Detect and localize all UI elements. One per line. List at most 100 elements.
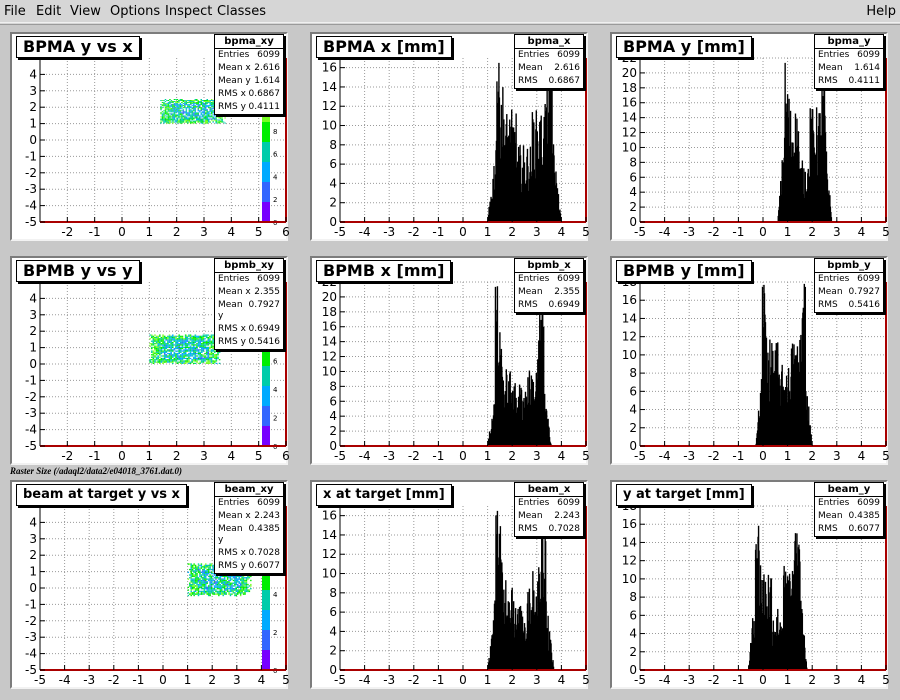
y-tick-label: -2 [25,614,37,628]
cell [170,349,172,351]
cell [205,564,207,567]
cell [161,104,164,106]
pad-bpma_y[interactable]: -5 -4 -3 -2 -1 0 1 2 3 4 5 0 2 4 6 8 10 12 14 16 18 20 22 BPMA … [610,32,890,241]
stats-row: Entries 6099 [515,49,583,62]
cell [245,588,248,590]
cell [244,586,246,588]
cell [239,579,242,582]
stats-row: Entries 6099 [215,497,283,510]
pad-beam_x[interactable]: -5 -4 -3 -2 -1 0 1 2 3 4 5 0 2 4 6 8 10 12 14 16 x at target… [310,480,590,689]
stats-row: RMS 0.7028 [515,523,583,536]
cell [206,117,208,119]
cell [207,572,210,575]
cell [197,343,200,345]
y-tick-label: 2 [29,324,37,338]
pad-bpmb_y[interactable]: -5 -4 -3 -2 -1 0 1 2 3 4 5 0 2 4 6 8 10 12 14 16 18 BPMB y [m… [610,256,890,465]
cell [206,578,208,580]
cell [209,571,211,573]
cell [199,568,201,571]
menu-options[interactable]: Options [110,4,161,19]
cell [219,578,222,580]
cell [201,354,203,356]
pad-beam_xy[interactable]: 0246-5-4-3-2-1012345-5-4-3-2-101234beam … [10,480,290,689]
cell [188,357,190,360]
cell [242,583,245,586]
cell [196,120,198,122]
cell [199,354,202,356]
cell [191,115,194,117]
cell [192,357,195,360]
palette-step [262,182,270,202]
x-tick-label: -5 [634,673,646,687]
cell [160,348,163,350]
cell [188,121,191,123]
cell [161,120,164,122]
cell [196,340,198,342]
cell [200,593,203,595]
cell [221,121,223,123]
pad-beam_y[interactable]: -5 -4 -3 -2 -1 0 1 2 3 4 5 0 2 4 6 8 10 12 14 16 18 y at targ… [610,480,890,689]
cell [226,574,229,576]
cell [180,351,182,353]
cell [213,118,216,120]
cell [218,119,220,121]
cell [245,585,248,587]
x-tick-label: 2 [208,673,216,687]
cell [183,341,185,344]
y-tick-label: 10 [622,348,637,362]
y-tick-label: 6 [629,170,637,184]
y-tick-label: 3 [29,308,37,322]
cell [210,357,213,360]
cell [165,338,168,340]
x-tick-label: -5 [634,449,646,463]
cell [184,352,187,355]
cell [191,566,194,568]
cell [175,336,177,339]
pad-bpmb_x[interactable]: -5 -4 -3 -2 -1 0 1 2 3 4 5 0 2 4 6 8 10 12 14 16 18 20 22 BPMB … [310,256,590,465]
cell [170,113,173,115]
cell [212,356,214,358]
cell [197,354,200,356]
cell [185,103,188,105]
cell [235,593,238,595]
menu-inspect[interactable]: Inspect [165,4,213,19]
cell [168,349,171,351]
menu-help[interactable]: Help [866,4,896,19]
stats-box: beam_xy Entries 6099 Mean x 2.243 Mean y 0.438… [214,482,284,574]
y-tick-label: 6 [629,608,637,622]
menu-file[interactable]: File [4,4,26,19]
cell [206,572,208,575]
cell [170,355,172,357]
cell [182,110,185,112]
cell [202,118,204,120]
cell [157,357,160,360]
cell [163,335,166,337]
cell [206,586,208,588]
cell [190,581,192,583]
pad-bpma_x[interactable]: -5 -4 -3 -2 -1 0 1 2 3 4 5 0 2 4 6 8 10 12 14 16 BPMA x [mm]… [310,32,590,241]
cell [163,115,165,117]
cell [184,361,187,363]
menu-edit[interactable]: Edit [36,4,62,19]
cell [173,340,176,342]
cell [197,101,200,103]
cell [188,356,190,358]
x-tick-label: -4 [659,225,671,239]
stats-title: beam_x [515,483,583,497]
cell [166,119,168,121]
menu-classes[interactable]: Classes [217,4,266,19]
cell [244,588,246,590]
cell [190,575,192,578]
x-tick-label: -5 [334,225,346,239]
cell [163,340,166,342]
cell [184,100,186,102]
cell [206,119,208,121]
cell [187,592,190,594]
cell [183,352,185,355]
cell [205,581,207,583]
cell [212,111,214,113]
menu-view[interactable]: View [70,4,101,19]
stats-title: bpma_xy [215,35,283,49]
